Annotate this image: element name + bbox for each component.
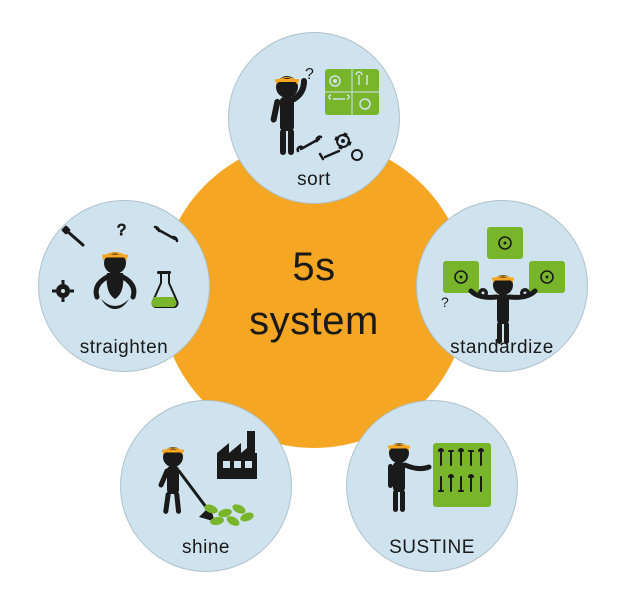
sort-label: sort [229,169,399,191]
node-sustine: SUSTINE [346,400,518,572]
svg-text:?: ? [117,222,126,239]
center-title: 5s system [249,240,379,348]
sustine-label: SUSTINE [347,537,517,559]
node-sort: ? [228,32,400,204]
node-shine: shine [120,400,292,572]
svg-text:?: ? [441,294,449,310]
node-straighten: ? [38,200,210,372]
svg-text:?: ? [305,66,314,83]
node-standardize: ? standardize [416,200,588,372]
center-title-line1: 5s [249,240,379,294]
shine-label: shine [121,537,291,559]
center-title-line2: system [249,294,379,348]
straighten-label: straighten [39,337,209,359]
standardize-label: standardize [417,337,587,359]
